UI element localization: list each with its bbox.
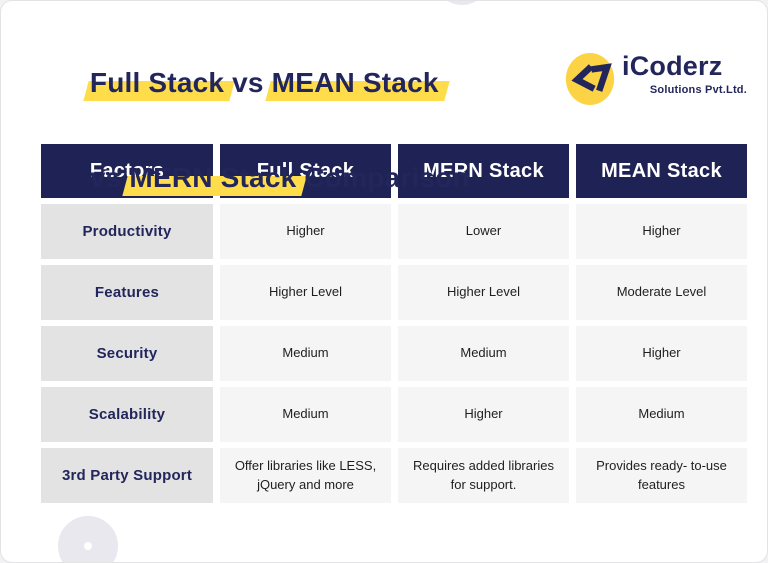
title-highlighted-text: Full Stack	[89, 67, 225, 98]
table-cell: Medium	[398, 326, 569, 381]
table-cell: Higher	[220, 204, 391, 259]
cell-text: Moderate Level	[616, 284, 707, 300]
cell-text: Requires added libraries for support.	[413, 457, 554, 492]
title-plain-text: vs	[224, 67, 272, 98]
table-cell: Medium	[220, 326, 391, 381]
table-cell: Higher Level	[220, 265, 391, 320]
table-cell: Higher Level	[398, 265, 569, 320]
cell-text: Medium	[460, 345, 507, 361]
title-highlighted-text: MERN Stack	[129, 162, 297, 193]
title-highlighted-text: MEAN Stack	[271, 67, 439, 98]
cell-text: Medium	[282, 406, 329, 422]
table-cell: Higher	[576, 204, 747, 259]
cell-text: Provides ready- to-use features	[596, 457, 727, 492]
decorative-ring-top	[435, 1, 489, 5]
table-cell: Higher	[576, 326, 747, 381]
table-cell: Provides ready- to-use features	[576, 448, 747, 503]
cell-text: Higher	[642, 223, 681, 239]
row-label: Scalability	[41, 387, 213, 442]
table-cell: Medium	[220, 387, 391, 442]
page-title: Full Stack vs MEAN Stack vs MERN Stack C…	[42, 41, 470, 231]
cell-text: Medium	[282, 345, 329, 361]
row-label: 3rd Party Support	[41, 448, 213, 503]
title-plain-text: vs	[89, 162, 130, 193]
cell-text: Higher	[464, 406, 503, 422]
cell-text: Lower	[465, 223, 502, 239]
column-header-mean-stack: MEAN Stack	[576, 144, 747, 198]
title-plain-text: Comparison	[296, 162, 470, 193]
row-label: Features	[41, 265, 213, 320]
table-cell: Offer libraries like LESS, jQuery and mo…	[220, 448, 391, 503]
cell-text: Offer libraries like LESS, jQuery and mo…	[234, 457, 377, 492]
logo-company-name: iCoderz	[622, 51, 723, 81]
table-cell: Moderate Level	[576, 265, 747, 320]
column-header-mern-stack: MERN Stack	[398, 144, 569, 198]
cell-text: Higher Level	[447, 284, 520, 300]
title-line-2: vs MERN Stack Comparison	[42, 136, 470, 220]
comparison-table: Factors Full Stack MERN Stack MEAN Stack…	[41, 144, 747, 503]
icoderz-logo-icon	[565, 53, 615, 105]
table-cell: Requires added libraries for support.	[398, 448, 569, 503]
icoderz-logo-text: iCoderz Solutions Pvt.Ltd.	[622, 51, 747, 96]
logo-subtitle: Solutions Pvt.Ltd.	[649, 84, 747, 96]
table-cell: Medium	[576, 387, 747, 442]
row-label: Security	[41, 326, 213, 381]
cell-text: Higher Level	[269, 284, 342, 300]
cell-text: Higher	[642, 345, 681, 361]
title-line-1: Full Stack vs MEAN Stack	[42, 41, 470, 125]
table-cell: Lower	[398, 204, 569, 259]
cell-text: Medium	[638, 406, 685, 422]
table-cell: Higher	[398, 387, 569, 442]
cell-text: Higher	[286, 223, 325, 239]
row-label: Productivity	[41, 204, 213, 259]
decorative-ring-bottom	[58, 516, 118, 562]
